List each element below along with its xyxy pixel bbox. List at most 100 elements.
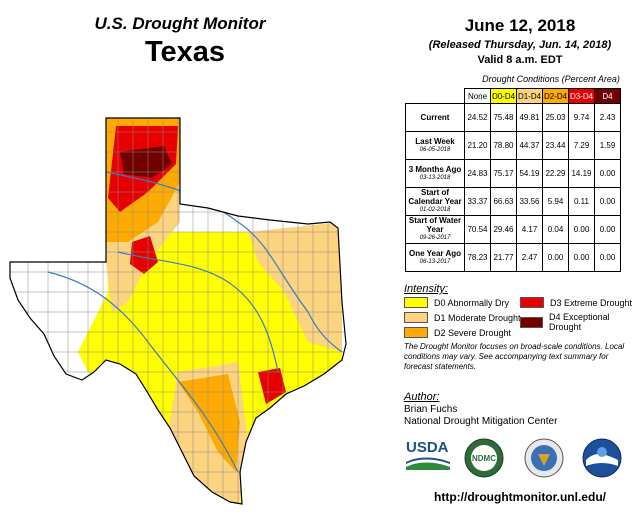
d1-area-east [248, 222, 342, 352]
column-header-d4: D4 [594, 88, 621, 104]
row-label-text: Start of Calendar Year [408, 188, 462, 206]
table-cell: 75.17 [490, 159, 517, 188]
legend-item-d1: D1 Moderate Drought [404, 312, 521, 323]
row-label-text: Start of Water Year [408, 216, 462, 234]
row-label-text: 3 Months Ago [408, 164, 462, 174]
legend-label-d3: D3 Extreme Drought [550, 297, 633, 308]
table-cell: 66.63 [490, 187, 517, 216]
author-title: Author: [404, 391, 440, 403]
table-cell: 0.00 [568, 215, 595, 244]
table-cell: 21.20 [464, 131, 491, 160]
row-label: One Year Ago 06-13-2017 [405, 243, 465, 272]
texas-outline [9, 117, 347, 505]
table-cell: 54.19 [516, 159, 543, 188]
table-cell: 70.54 [464, 215, 491, 244]
table-cell: 2.47 [516, 243, 543, 272]
table-row: Start of Water Year 09-26-2017 70.54 29.46 4… [405, 215, 621, 244]
table-row: 3 Months Ago 03-13-2018 24.83 75.17 54.19 22.… [405, 159, 621, 188]
usda-logo-text: USDA [406, 439, 449, 456]
table-row: One Year Ago 06-13-2017 78.23 21.77 2.47 0.00… [405, 243, 621, 272]
table-cell: 33.56 [516, 187, 543, 216]
legend-label-d4: D4 Exceptional Drought [549, 312, 610, 332]
table-cell: 0.00 [594, 243, 621, 272]
row-label-date: 03-13-2018 [419, 174, 451, 181]
table-cell: 2.43 [594, 103, 621, 132]
table-header-row: None D0-D4 D1-D4 D2-D4 D3-D4 D4 [406, 88, 621, 104]
table-row: Current 24.52 75.48 49.81 25.03 9.74 2.43 [405, 103, 621, 132]
row-label: Start of Water Year 09-26-2017 [405, 215, 465, 244]
column-header-d1-d4: D1-D4 [516, 88, 543, 104]
table-cell: 4.17 [516, 215, 543, 244]
table-caption: Drought Conditions (Percent Area) [482, 74, 620, 84]
table-cell: 24.83 [464, 159, 491, 188]
table-cell: 0.00 [542, 243, 569, 272]
legend-swatch-d0 [404, 297, 428, 308]
usda-logo: USDA [406, 440, 450, 474]
table-cell: 78.23 [464, 243, 491, 272]
legend-title: Intensity: [404, 283, 449, 295]
table-cell: 0.00 [594, 215, 621, 244]
legend-swatch-d1 [404, 312, 428, 323]
table-cell: 5.94 [542, 187, 569, 216]
column-header-none: None [464, 88, 491, 104]
row-label-date: 01-02-2018 [419, 207, 451, 213]
table-cell: 0.00 [594, 159, 621, 188]
table-cell: 29.46 [490, 215, 517, 244]
table-cell: 33.37 [464, 187, 491, 216]
row-label: 3 Months Ago 03-13-2018 [405, 159, 465, 188]
row-label: Last Week 06-05-2018 [405, 131, 465, 160]
table-cell: 0.00 [594, 187, 621, 216]
table-cell: 1.59 [594, 131, 621, 160]
table-row: Start of Calendar Year 01-02-2018 33.37 66.… [405, 187, 621, 216]
table-cell: 75.48 [490, 103, 517, 132]
table-cell: 22.29 [542, 159, 569, 188]
table-cell: 23.44 [542, 131, 569, 160]
author-name: Brian Fuchs [404, 404, 458, 415]
table-cell: 0.11 [568, 187, 595, 216]
legend-label-d0: D0 Abnormally Dry [434, 297, 510, 308]
map-date: June 12, 2018 [464, 16, 576, 35]
table-cell: 0.00 [568, 243, 595, 272]
table-cell: 14.19 [568, 159, 595, 188]
state-name: Texas [144, 36, 226, 68]
row-label-date: 06-05-2018 [419, 146, 451, 153]
row-label: Start of Calendar Year 01-02-2018 [405, 187, 465, 216]
map-title: U.S. Drought Monitor [94, 14, 266, 33]
ndmc-logo-text: NDMC [472, 454, 496, 463]
column-header-d3-d4: D3-D4 [568, 88, 595, 104]
row-label-text: Last Week [415, 136, 455, 146]
row-label-date: 09-26-2017 [419, 235, 451, 241]
table-cell: 0.04 [542, 215, 569, 244]
column-header-d0-d4: D0-D4 [490, 88, 517, 104]
table-cell: 78.80 [490, 131, 517, 160]
website-link[interactable]: http://droughtmonitor.unl.edu/ [434, 490, 606, 504]
table-corner [406, 89, 465, 104]
legend-item-d3: D3 Extreme Drought [520, 297, 632, 308]
table-cell: 49.81 [516, 103, 543, 132]
legend-label-d2: D2 Severe Drought [434, 327, 512, 338]
legend-swatch-d3 [520, 297, 544, 308]
row-label: Current [405, 103, 465, 132]
legend-item-d0: D0 Abnormally Dry [404, 297, 509, 308]
row-label-text: One Year Ago [408, 248, 462, 258]
texas-drought-map [9, 117, 347, 505]
table-cell: 25.03 [542, 103, 569, 132]
usda-hills-icon [406, 457, 450, 470]
valid-time: Valid 8 a.m. EDT [477, 54, 563, 66]
table-cell: 44.37 [516, 131, 543, 160]
release-date: (Released Thursday, Jun. 14, 2018) [428, 39, 612, 51]
table-cell: 7.29 [568, 131, 595, 160]
table-row: Last Week 06-05-2018 21.20 78.80 44.37 23.44 7… [405, 131, 621, 160]
table-cell: 21.77 [490, 243, 517, 272]
d3-area-coast [258, 368, 286, 404]
legend-item-d2: D2 Severe Drought [404, 327, 511, 338]
rivers [47, 171, 343, 473]
legend-swatch-d4 [520, 316, 544, 328]
column-header-d2-d4: D2-D4 [542, 88, 569, 104]
disclaimer-note: The Drought Monitor focuses on broad-sca… [404, 342, 625, 371]
noaa-logo-icon [582, 438, 622, 478]
legend-swatch-d2 [404, 327, 428, 338]
row-label-text: Current [420, 113, 450, 122]
row-label-date: 06-13-2017 [419, 258, 451, 265]
ndmc-logo: NDMC [464, 438, 504, 478]
